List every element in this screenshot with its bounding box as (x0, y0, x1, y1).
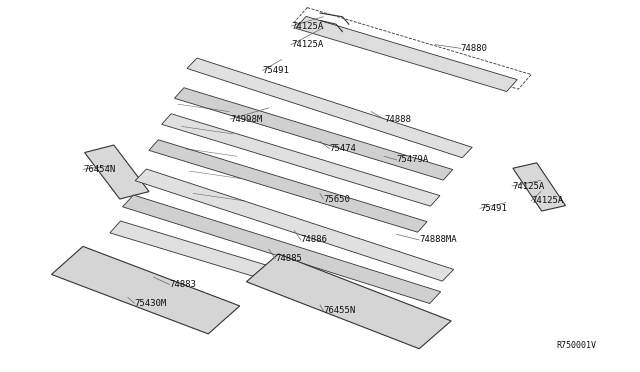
Text: 75491: 75491 (262, 66, 289, 75)
Polygon shape (162, 114, 440, 206)
Polygon shape (513, 163, 566, 211)
Text: 74125A: 74125A (531, 196, 563, 205)
Text: 74885: 74885 (275, 254, 302, 263)
Text: 74125A: 74125A (512, 182, 544, 190)
Text: 75479A: 75479A (397, 155, 429, 164)
Text: 76454N: 76454N (83, 165, 115, 174)
Polygon shape (51, 246, 240, 334)
Polygon shape (110, 221, 428, 326)
Text: 74883: 74883 (170, 280, 196, 289)
Text: 74886: 74886 (301, 235, 328, 244)
Polygon shape (187, 58, 472, 158)
Text: 75650: 75650 (323, 195, 350, 203)
Text: 74888: 74888 (384, 115, 411, 124)
Text: 74125A: 74125A (291, 40, 323, 49)
Text: 74998M: 74998M (230, 115, 262, 124)
Polygon shape (246, 254, 451, 349)
Text: 75491: 75491 (480, 204, 507, 213)
Text: 74880: 74880 (461, 44, 488, 53)
Polygon shape (122, 195, 441, 304)
Polygon shape (175, 88, 452, 180)
Polygon shape (135, 169, 454, 281)
Text: R750001V: R750001V (557, 341, 596, 350)
Text: 76455N: 76455N (323, 306, 355, 315)
Polygon shape (296, 16, 517, 92)
Text: 75430M: 75430M (134, 299, 166, 308)
Text: 75474: 75474 (330, 144, 356, 153)
Polygon shape (149, 140, 427, 232)
Text: 74888MA: 74888MA (419, 235, 457, 244)
Text: 74125A: 74125A (291, 22, 323, 31)
Polygon shape (84, 145, 149, 199)
